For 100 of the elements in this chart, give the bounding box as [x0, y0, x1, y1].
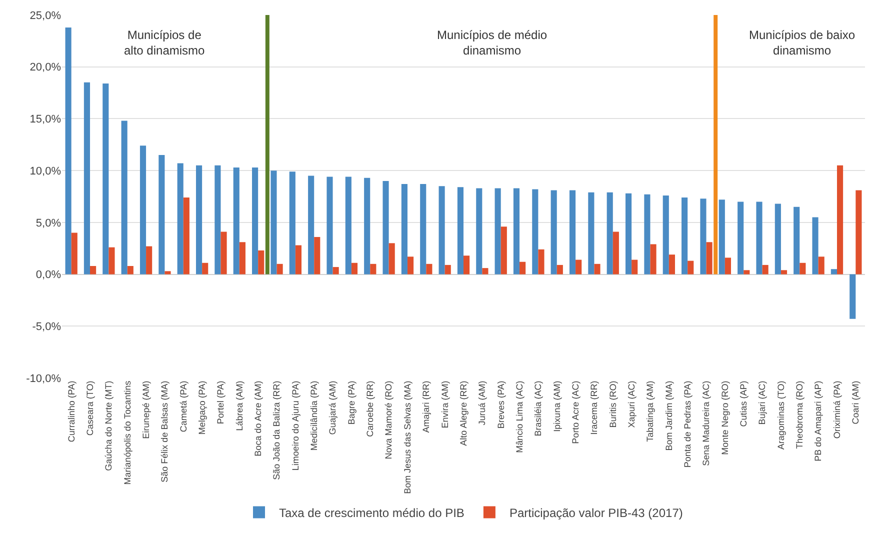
x-tick-label: Cutias (AP) — [738, 380, 749, 427]
x-tick-label: Caroebe (RR) — [365, 380, 376, 437]
annotation: Municípios de baixo dinamismo — [749, 28, 856, 58]
x-tick-label: Oriximiná (PA) — [832, 380, 842, 439]
bar — [326, 176, 333, 274]
bar — [612, 232, 619, 274]
bar — [332, 267, 339, 274]
y-tick-label: 0,0% — [36, 269, 62, 282]
bar — [668, 254, 675, 274]
bar — [700, 198, 706, 274]
x-tick-label: Sena Madureira (AC) — [701, 380, 712, 466]
x-tick-label: Cametá (PA) — [178, 380, 188, 432]
bar — [401, 184, 408, 274]
bar — [308, 176, 314, 274]
x-tick-label: Ponta de Pedras (PA) — [682, 380, 693, 468]
bar — [270, 170, 277, 274]
bar — [606, 192, 613, 274]
x-tick-label: São João da Baliza (RR) — [272, 380, 282, 480]
x-tick-label: Brasiléia (AC) — [533, 380, 544, 436]
bar — [140, 146, 146, 274]
y-tick-label: 25,0% — [30, 10, 62, 22]
bar — [774, 204, 781, 274]
bar — [850, 274, 856, 319]
bar — [476, 188, 482, 274]
x-tick-label: Boca do Acre (AM) — [253, 380, 264, 456]
x-tick-label: Theobroma (RO) — [794, 380, 805, 449]
bar — [407, 256, 414, 274]
x-tick-label: Buritis (RO) — [608, 380, 618, 428]
bar — [214, 165, 221, 274]
bar — [295, 245, 302, 274]
bar — [688, 260, 694, 274]
x-tick-label: Aragominas (TO) — [776, 380, 786, 450]
bar — [444, 264, 451, 274]
bar — [800, 262, 806, 274]
bar — [420, 184, 426, 274]
x-tick-label: Mâncio Lima (AC) — [514, 380, 524, 453]
bar — [650, 244, 656, 274]
bar — [121, 120, 128, 274]
bar — [762, 264, 768, 274]
bar — [780, 270, 788, 274]
x-tick-label: Lábrea (AM) — [234, 380, 244, 431]
y-tick-label: 5,0% — [36, 217, 62, 230]
x-tick-label: Guajará (AM) — [328, 380, 338, 435]
bar — [818, 256, 824, 274]
bar — [90, 266, 96, 274]
bar — [220, 232, 227, 274]
x-tick-label: Envira (AM) — [440, 380, 450, 428]
bar — [569, 190, 576, 274]
x-tick-label: Nova Mamoré (RO) — [384, 380, 394, 460]
bar — [351, 262, 358, 274]
x-tick-label: Coari (AM) — [850, 380, 861, 424]
bar — [146, 246, 152, 274]
bar — [464, 256, 470, 274]
x-tick-label: Bom Jardim (MA) — [664, 380, 674, 451]
legend-label: Participação valor PIB-43 (2017) — [509, 506, 683, 520]
x-tick-label: Alto Alegre (RR) — [458, 380, 468, 446]
bar — [482, 268, 488, 274]
bar — [233, 167, 240, 274]
bar — [108, 247, 115, 274]
x-tick-label: Ipixuna (AM) — [552, 380, 562, 432]
x-tick-label: Breves (PA) — [496, 380, 506, 429]
bar — [706, 242, 712, 274]
bar — [500, 226, 507, 274]
x-tick-label: PB do Amapari (AP) — [813, 380, 824, 462]
bar — [252, 167, 258, 274]
y-tick-label: -5,0% — [32, 320, 62, 333]
x-tick-label: Tabatinga (AM) — [645, 380, 656, 442]
x-tick-label: São Félix de Balsas (MA) — [160, 380, 170, 482]
x-tick-label: Iracema (RR) — [589, 380, 600, 435]
x-tick-label: Bagre (PA) — [346, 380, 356, 425]
bar — [556, 264, 563, 274]
y-tick-label: -10,0% — [26, 372, 62, 385]
x-tick-label: Melgaço (PA) — [196, 380, 207, 435]
bar — [202, 262, 208, 274]
x-tick-label: Xapuri (AC) — [626, 380, 636, 428]
bar — [538, 249, 544, 274]
bar — [662, 195, 669, 274]
bar — [594, 264, 600, 274]
bar — [632, 260, 638, 274]
bar — [65, 27, 72, 274]
annotation: Municípios de médio dinamismo — [437, 28, 548, 58]
y-tick-label: 10,0% — [30, 165, 62, 178]
x-tick-label: Medicilândia (PA) — [309, 380, 320, 451]
bar — [345, 176, 352, 274]
x-tick-label: Gaúcha do Norte (MT) — [104, 380, 114, 471]
x-tick-label: Eirunepé (AM) — [140, 380, 151, 439]
bar — [158, 155, 165, 274]
annotation: Municípios de alto dinamismo — [124, 28, 206, 58]
x-tick-label: Curralinho (PA) — [66, 380, 76, 442]
bar — [457, 187, 464, 274]
x-tick-label: Bom Jesus das Selvas (MA) — [402, 380, 412, 494]
bar — [513, 188, 520, 274]
bar — [164, 271, 171, 274]
bar — [520, 262, 526, 274]
bar — [830, 269, 837, 274]
bar — [364, 178, 370, 274]
bar — [177, 163, 184, 274]
x-tick-label: Juruá (AM) — [477, 380, 488, 426]
bar — [588, 192, 594, 274]
bar — [258, 250, 264, 274]
